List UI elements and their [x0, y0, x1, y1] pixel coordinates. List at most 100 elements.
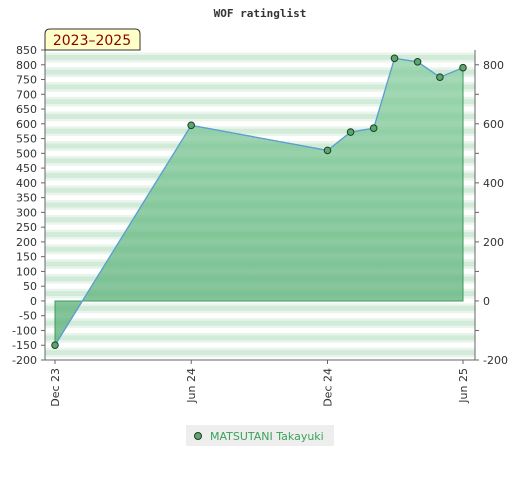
background-band	[45, 128, 475, 132]
data-point[interactable]	[390, 54, 399, 63]
y-tick-label-left: 150	[16, 251, 37, 264]
background-band	[45, 72, 475, 75]
background-band	[45, 77, 475, 80]
background-band	[45, 340, 475, 344]
axes-layer	[44, 50, 476, 361]
y-tick-label-right: 800	[483, 59, 504, 72]
background-band	[45, 57, 475, 61]
data-point[interactable]	[346, 128, 355, 136]
y-tick-label-right: 0	[483, 295, 490, 308]
y-tick-label-left: -200	[12, 354, 37, 367]
legend-box	[186, 425, 334, 446]
y-tick-label-left: 400	[16, 177, 37, 190]
x-axis-labels: Dec 23 Jun 24 Dec 24 Jun 25	[49, 360, 470, 407]
background-band	[45, 74, 475, 78]
period-badge-label: 2023–2025	[53, 33, 131, 49]
background-band	[45, 328, 475, 331]
y-tick-label-left: 200	[16, 236, 37, 249]
background-band	[45, 303, 475, 307]
background-band	[45, 118, 475, 122]
y-tick-label-left: -150	[12, 339, 37, 352]
y-tick-label-left: 600	[16, 118, 37, 131]
background-band	[45, 330, 475, 334]
y-tick-label-right: 400	[483, 177, 504, 190]
background-band	[45, 318, 475, 321]
background-band	[45, 320, 475, 324]
y-tick-label-left: 800	[16, 59, 37, 72]
background-band	[45, 113, 475, 117]
background-band	[45, 305, 475, 309]
background-band	[45, 52, 475, 56]
background-band	[45, 315, 475, 319]
data-point[interactable]	[51, 341, 59, 350]
background-band	[45, 323, 475, 326]
background-band	[45, 116, 475, 120]
data-point[interactable]	[436, 73, 444, 81]
y-tick-label-right: 600	[483, 118, 504, 131]
x-tick-label: Jun 24	[185, 368, 198, 404]
y-tick-label-left: 500	[16, 147, 37, 160]
background-band	[45, 104, 475, 107]
chart-title: WOF ratinglist	[214, 7, 307, 20]
background-band	[45, 67, 475, 70]
background-band	[45, 96, 475, 100]
background-band	[45, 59, 475, 63]
background-band	[45, 94, 475, 98]
background-band	[45, 126, 475, 130]
background-band	[45, 50, 475, 53]
background-band	[45, 350, 475, 353]
background-band	[45, 345, 475, 348]
y-tick-label-left: 0	[30, 295, 37, 308]
background-band	[45, 84, 475, 88]
background-band	[45, 352, 475, 356]
background-band	[45, 99, 475, 102]
background-band	[45, 337, 475, 341]
background-band	[45, 62, 475, 66]
legend-series-name: MATSUTANI Takayuki	[210, 430, 324, 443]
data-point[interactable]	[187, 121, 195, 130]
data-point[interactable]	[413, 58, 422, 66]
background-band	[45, 91, 475, 95]
data-point[interactable]	[369, 124, 378, 132]
legend[interactable]: MATSUTANI Takayuki	[186, 425, 334, 446]
x-tick-label: Dec 24	[321, 368, 334, 407]
background-band	[45, 131, 475, 134]
data-point[interactable]	[323, 146, 332, 155]
y-tick-label-left: 850	[16, 44, 37, 57]
y-tick-label-left: -100	[12, 324, 37, 337]
background-band	[45, 86, 475, 90]
background-band	[45, 69, 475, 73]
data-points	[51, 54, 467, 350]
background-band	[45, 310, 475, 314]
background-band	[45, 347, 475, 351]
y-tick-label-left: 300	[16, 206, 37, 219]
background-band	[45, 81, 475, 85]
background-band	[45, 89, 475, 93]
period-badge-box	[44, 28, 141, 51]
y-tick-label-left: 650	[16, 103, 37, 116]
background-band	[45, 342, 475, 346]
x-tick-label: Jun 25	[457, 368, 470, 404]
legend-marker-icon	[194, 432, 202, 440]
background-band	[45, 64, 475, 68]
y-tick-label-left: 50	[23, 280, 37, 293]
background-band	[45, 121, 475, 125]
background-band	[45, 300, 475, 304]
y-tick-label-left: 700	[16, 88, 37, 101]
y-tick-label-right: 200	[483, 236, 504, 249]
background-band	[45, 133, 475, 137]
y-tick-label-left: 450	[16, 162, 37, 175]
period-badge: 2023–2025	[44, 28, 141, 51]
y-tick-label-left: -50	[19, 310, 37, 323]
y-axis-left-labels: -200-150-100-500501001502002503003504004…	[12, 44, 45, 367]
background-band	[45, 54, 475, 58]
data-point[interactable]	[459, 63, 467, 72]
background-band	[45, 357, 475, 361]
y-tick-label-left: 100	[16, 265, 37, 278]
background-band	[45, 106, 475, 110]
background-band	[45, 109, 475, 112]
background-band	[45, 335, 475, 339]
background-band	[45, 79, 475, 83]
y-tick-label-left: 750	[16, 74, 37, 87]
